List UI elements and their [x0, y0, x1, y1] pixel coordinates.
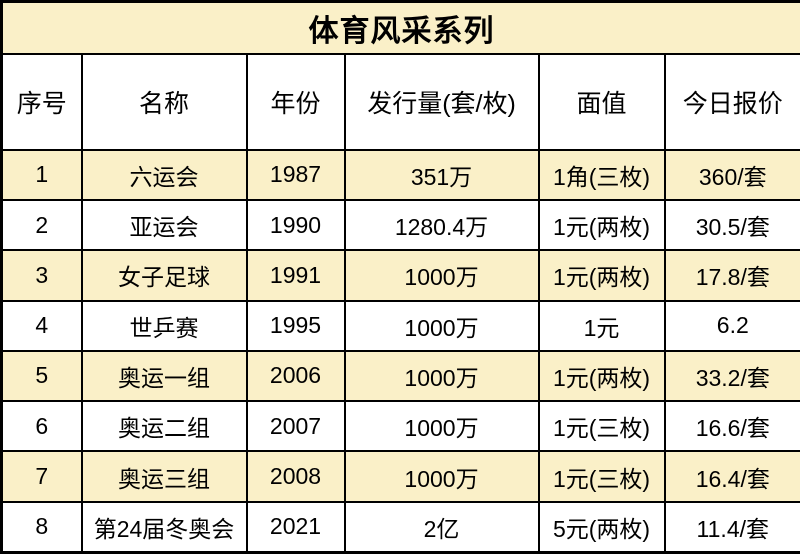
column-header-face-value: 面值: [537, 53, 666, 151]
cell-index: 5: [0, 349, 83, 403]
cell-index: 8: [0, 500, 83, 554]
cell-face-value: 5元(两枚): [537, 500, 666, 554]
cell-year: 1991: [245, 249, 346, 302]
cell-face-value: 1元(两枚): [537, 349, 666, 403]
cell-face-value: 1元(两枚): [537, 199, 666, 252]
cell-year: 1990: [245, 199, 346, 252]
cell-year: 2021: [245, 500, 346, 554]
cell-today-quote: 30.5/套: [663, 199, 800, 252]
title-row: 体育风采系列: [0, 0, 800, 56]
cell-index: 4: [0, 299, 83, 352]
column-header-issue-volume: 发行量(套/枚): [343, 53, 540, 151]
header-row: 序号 名称 年份 发行量(套/枚) 面值 今日报价: [0, 53, 800, 151]
cell-year: 2008: [245, 450, 346, 503]
cell-issue-volume: 1000万: [343, 299, 540, 352]
cell-face-value: 1元(三枚): [537, 400, 666, 453]
cell-today-quote: 16.6/套: [663, 400, 800, 453]
cell-today-quote: 17.8/套: [663, 249, 800, 302]
column-header-index: 序号: [0, 53, 83, 151]
table-row: 4 世乒赛 1995 1000万 1元 6.2: [0, 299, 800, 352]
table-row: 6 奥运二组 2007 1000万 1元(三枚) 16.6/套: [0, 400, 800, 453]
column-header-name: 名称: [80, 53, 248, 151]
cell-index: 3: [0, 249, 83, 302]
table-row: 3 女子足球 1991 1000万 1元(两枚) 17.8/套: [0, 249, 800, 302]
cell-issue-volume: 1000万: [343, 249, 540, 302]
cell-face-value: 1角(三枚): [537, 148, 666, 202]
page-title: 体育风采系列: [0, 0, 800, 56]
cell-year: 1995: [245, 299, 346, 352]
cell-name: 六运会: [80, 148, 248, 202]
cell-today-quote: 6.2: [663, 299, 800, 352]
column-header-today-quote: 今日报价: [663, 53, 800, 151]
cell-index: 1: [0, 148, 83, 202]
cell-issue-volume: 2亿: [343, 500, 540, 554]
cell-index: 6: [0, 400, 83, 453]
cell-index: 2: [0, 199, 83, 252]
table-row: 2 亚运会 1990 1280.4万 1元(两枚) 30.5/套: [0, 199, 800, 252]
table-row: 8 第24届冬奥会 2021 2亿 5元(两枚) 11.4/套: [0, 500, 800, 554]
table-row: 1 六运会 1987 351万 1角(三枚) 360/套: [0, 148, 800, 202]
cell-name: 亚运会: [80, 199, 248, 252]
cell-index: 7: [0, 450, 83, 503]
cell-year: 1987: [245, 148, 346, 202]
cell-issue-volume: 1280.4万: [343, 199, 540, 252]
cell-today-quote: 360/套: [663, 148, 800, 202]
cell-issue-volume: 1000万: [343, 400, 540, 453]
table-row: 7 奥运三组 2008 1000万 1元(三枚) 16.4/套: [0, 450, 800, 503]
cell-face-value: 1元: [537, 299, 666, 352]
cell-today-quote: 33.2/套: [663, 349, 800, 403]
cell-today-quote: 11.4/套: [663, 500, 800, 554]
cell-year: 2007: [245, 400, 346, 453]
cell-name: 奥运三组: [80, 450, 248, 503]
cell-name: 第24届冬奥会: [80, 500, 248, 554]
cell-issue-volume: 1000万: [343, 450, 540, 503]
cell-today-quote: 16.4/套: [663, 450, 800, 503]
cell-face-value: 1元(三枚): [537, 450, 666, 503]
cell-issue-volume: 351万: [343, 148, 540, 202]
cell-year: 2006: [245, 349, 346, 403]
cell-face-value: 1元(两枚): [537, 249, 666, 302]
table-row: 5 奥运一组 2006 1000万 1元(两枚) 33.2/套: [0, 349, 800, 403]
cell-name: 女子足球: [80, 249, 248, 302]
cell-name: 奥运二组: [80, 400, 248, 453]
cell-issue-volume: 1000万: [343, 349, 540, 403]
column-header-year: 年份: [245, 53, 346, 151]
cell-name: 世乒赛: [80, 299, 248, 352]
cell-name: 奥运一组: [80, 349, 248, 403]
